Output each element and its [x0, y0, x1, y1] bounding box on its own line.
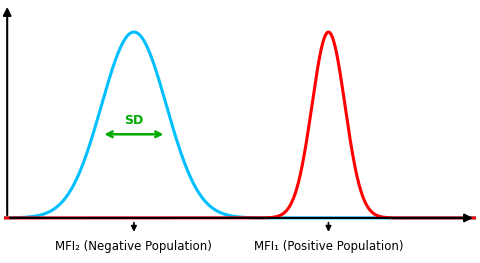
Text: SD: SD	[124, 114, 144, 127]
Text: MFI₁ (Positive Population): MFI₁ (Positive Population)	[254, 240, 403, 253]
Text: MFI₂ (Negative Population): MFI₂ (Negative Population)	[56, 240, 212, 253]
